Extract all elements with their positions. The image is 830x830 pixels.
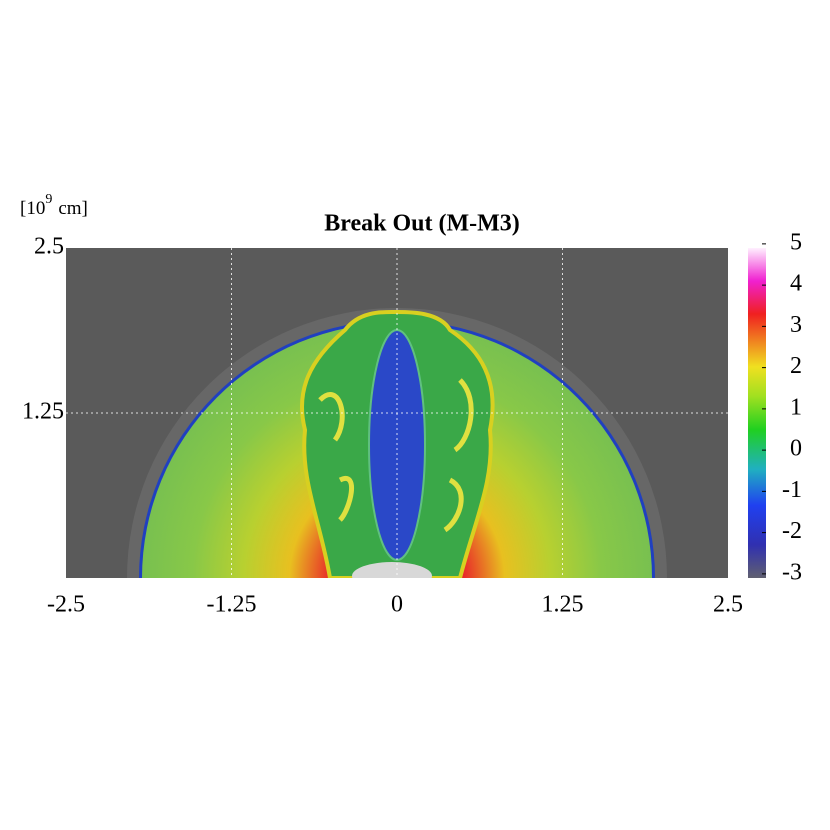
x-tick-label: 0	[391, 592, 403, 618]
x-tick-label: 2.5	[713, 592, 743, 618]
colorbar-tick-label: 3	[790, 312, 802, 338]
colorbar-tick-label: -3	[782, 559, 802, 585]
y-tick-label: 1.25	[22, 399, 64, 425]
colorbar	[748, 248, 766, 578]
x-tick-label: -2.5	[47, 592, 85, 618]
y-unit: [109 cm]	[20, 192, 88, 219]
y-tick-label: 2.5	[34, 234, 64, 260]
colorbar-tick-label: 0	[790, 436, 802, 462]
x-tick-label: -1.25	[207, 592, 257, 618]
colorbar-tick-label: 5	[790, 229, 802, 255]
unit-text: cm]	[58, 198, 88, 219]
unit-exponent: 9	[45, 192, 52, 207]
unit-base: [10	[20, 198, 45, 219]
colorbar-tick-label: 1	[790, 394, 802, 420]
colorbar-tick-label: -2	[782, 518, 802, 544]
chart-title: Break Out (M-M3)	[324, 211, 520, 237]
colorbar-tick-label: 2	[790, 353, 802, 379]
x-tick-label: 1.25	[542, 592, 584, 618]
colorbar-tick-label: 4	[790, 271, 802, 297]
colorbar-tick-label: -1	[782, 477, 802, 503]
